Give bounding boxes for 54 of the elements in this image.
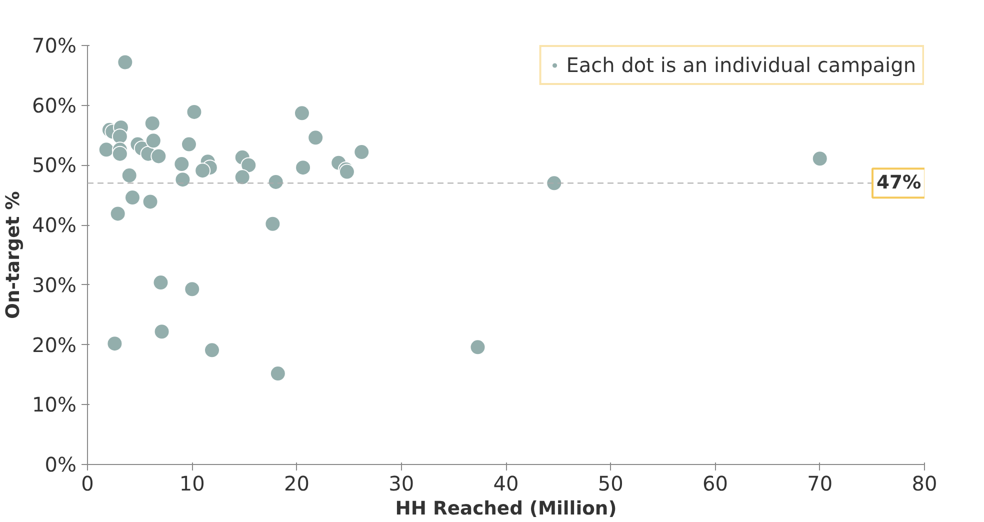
y-tick-label: 70% [32, 34, 76, 58]
point [121, 167, 138, 184]
x-tick-label: 70 [807, 472, 833, 496]
x-tick-label: 40 [493, 472, 519, 496]
point [295, 160, 312, 176]
x-tick-label: 50 [598, 472, 624, 496]
x-tick-label: 80 [912, 472, 938, 496]
point [152, 274, 169, 291]
point [150, 148, 167, 164]
point [174, 172, 191, 188]
x-tick-label: 60 [702, 472, 728, 496]
point [546, 175, 562, 192]
y-tick-label: 10% [32, 392, 76, 417]
legend-label: Each dot is an individual campaign [566, 53, 916, 77]
point [154, 324, 170, 340]
point [145, 132, 162, 149]
y-tick-label: 50% [32, 153, 76, 178]
point [174, 156, 190, 172]
point [180, 136, 197, 152]
point [470, 339, 486, 356]
point [186, 104, 202, 120]
point [294, 105, 310, 122]
x-tick-label: 0 [81, 472, 94, 496]
point [112, 146, 128, 162]
point [204, 342, 220, 358]
point [110, 206, 126, 222]
y-tick-label: 40% [32, 213, 76, 238]
y-tick-label: 20% [32, 332, 76, 357]
point [194, 162, 211, 179]
point [264, 216, 281, 232]
point [234, 169, 250, 186]
point [117, 54, 134, 70]
y-tick-label: 0% [44, 452, 77, 476]
point [354, 144, 370, 160]
point [112, 128, 128, 144]
ref-line-label: 47% [876, 172, 922, 194]
point [270, 366, 286, 382]
point [308, 130, 324, 146]
point [268, 174, 284, 190]
point [240, 157, 257, 174]
x-axis-title: HH Reached (Million) [395, 498, 617, 520]
point [144, 115, 160, 132]
point [184, 281, 200, 298]
point [142, 194, 158, 210]
point [106, 336, 123, 352]
point [124, 190, 140, 206]
y-tick-label: 30% [32, 272, 76, 297]
y-axis-title: On-target % [3, 190, 24, 319]
y-tick-label: 60% [32, 93, 76, 118]
x-tick-label: 10 [179, 472, 205, 496]
point [812, 150, 828, 167]
x-tick-label: 30 [388, 472, 414, 496]
point [98, 142, 114, 158]
x-tick-label: 20 [284, 472, 310, 496]
